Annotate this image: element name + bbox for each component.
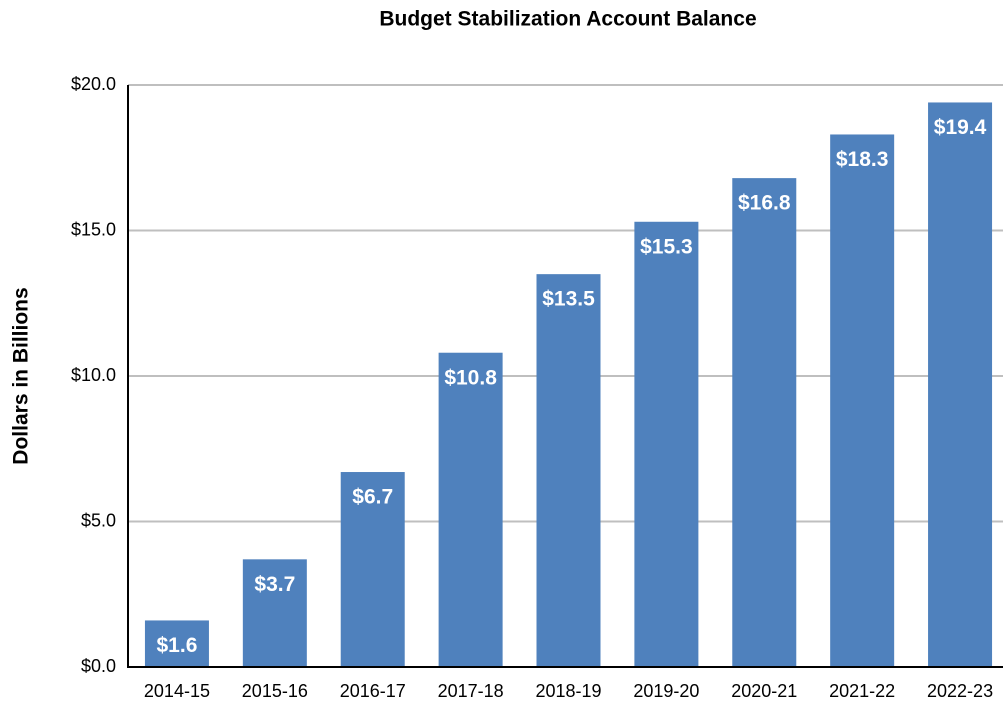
x-tick-label: 2016-17 xyxy=(340,681,406,701)
chart-title: Budget Stabilization Account Balance xyxy=(379,8,756,31)
bar xyxy=(536,274,601,667)
x-tick-label: 2020-21 xyxy=(731,681,797,701)
bar xyxy=(438,352,503,667)
x-tick-label: 2015-16 xyxy=(242,681,308,701)
x-tick-label: 2021-22 xyxy=(829,681,895,701)
data-label: $15.3 xyxy=(640,235,693,258)
y-tick-label: $20.0 xyxy=(71,74,116,94)
data-label: $18.3 xyxy=(836,148,889,171)
x-tick-label: 2014-15 xyxy=(144,681,210,701)
data-label: $16.8 xyxy=(738,192,791,215)
bar xyxy=(732,178,797,667)
bar xyxy=(634,221,699,667)
data-label: $6.7 xyxy=(352,486,393,509)
bar xyxy=(242,559,307,667)
data-label: $19.4 xyxy=(934,116,987,139)
bar xyxy=(144,620,209,667)
x-tick-label: 2022-23 xyxy=(927,681,993,701)
data-label: $3.7 xyxy=(254,573,295,596)
x-tick-label: 2019-20 xyxy=(633,681,699,701)
bar xyxy=(340,472,405,667)
y-tick-label: $10.0 xyxy=(71,365,116,385)
y-tick-label: $15.0 xyxy=(71,219,116,239)
bar xyxy=(928,102,993,667)
y-tick-label: $5.0 xyxy=(81,510,116,530)
y-tick-label: $0.0 xyxy=(81,656,116,676)
x-tick-label: 2017-18 xyxy=(438,681,504,701)
data-label: $1.6 xyxy=(157,634,198,657)
x-tick-label: 2018-19 xyxy=(535,681,601,701)
y-axis-label: Dollars in Billions xyxy=(10,287,33,464)
data-label: $10.8 xyxy=(444,366,497,389)
data-label: $13.5 xyxy=(542,288,595,311)
bar xyxy=(830,134,895,668)
